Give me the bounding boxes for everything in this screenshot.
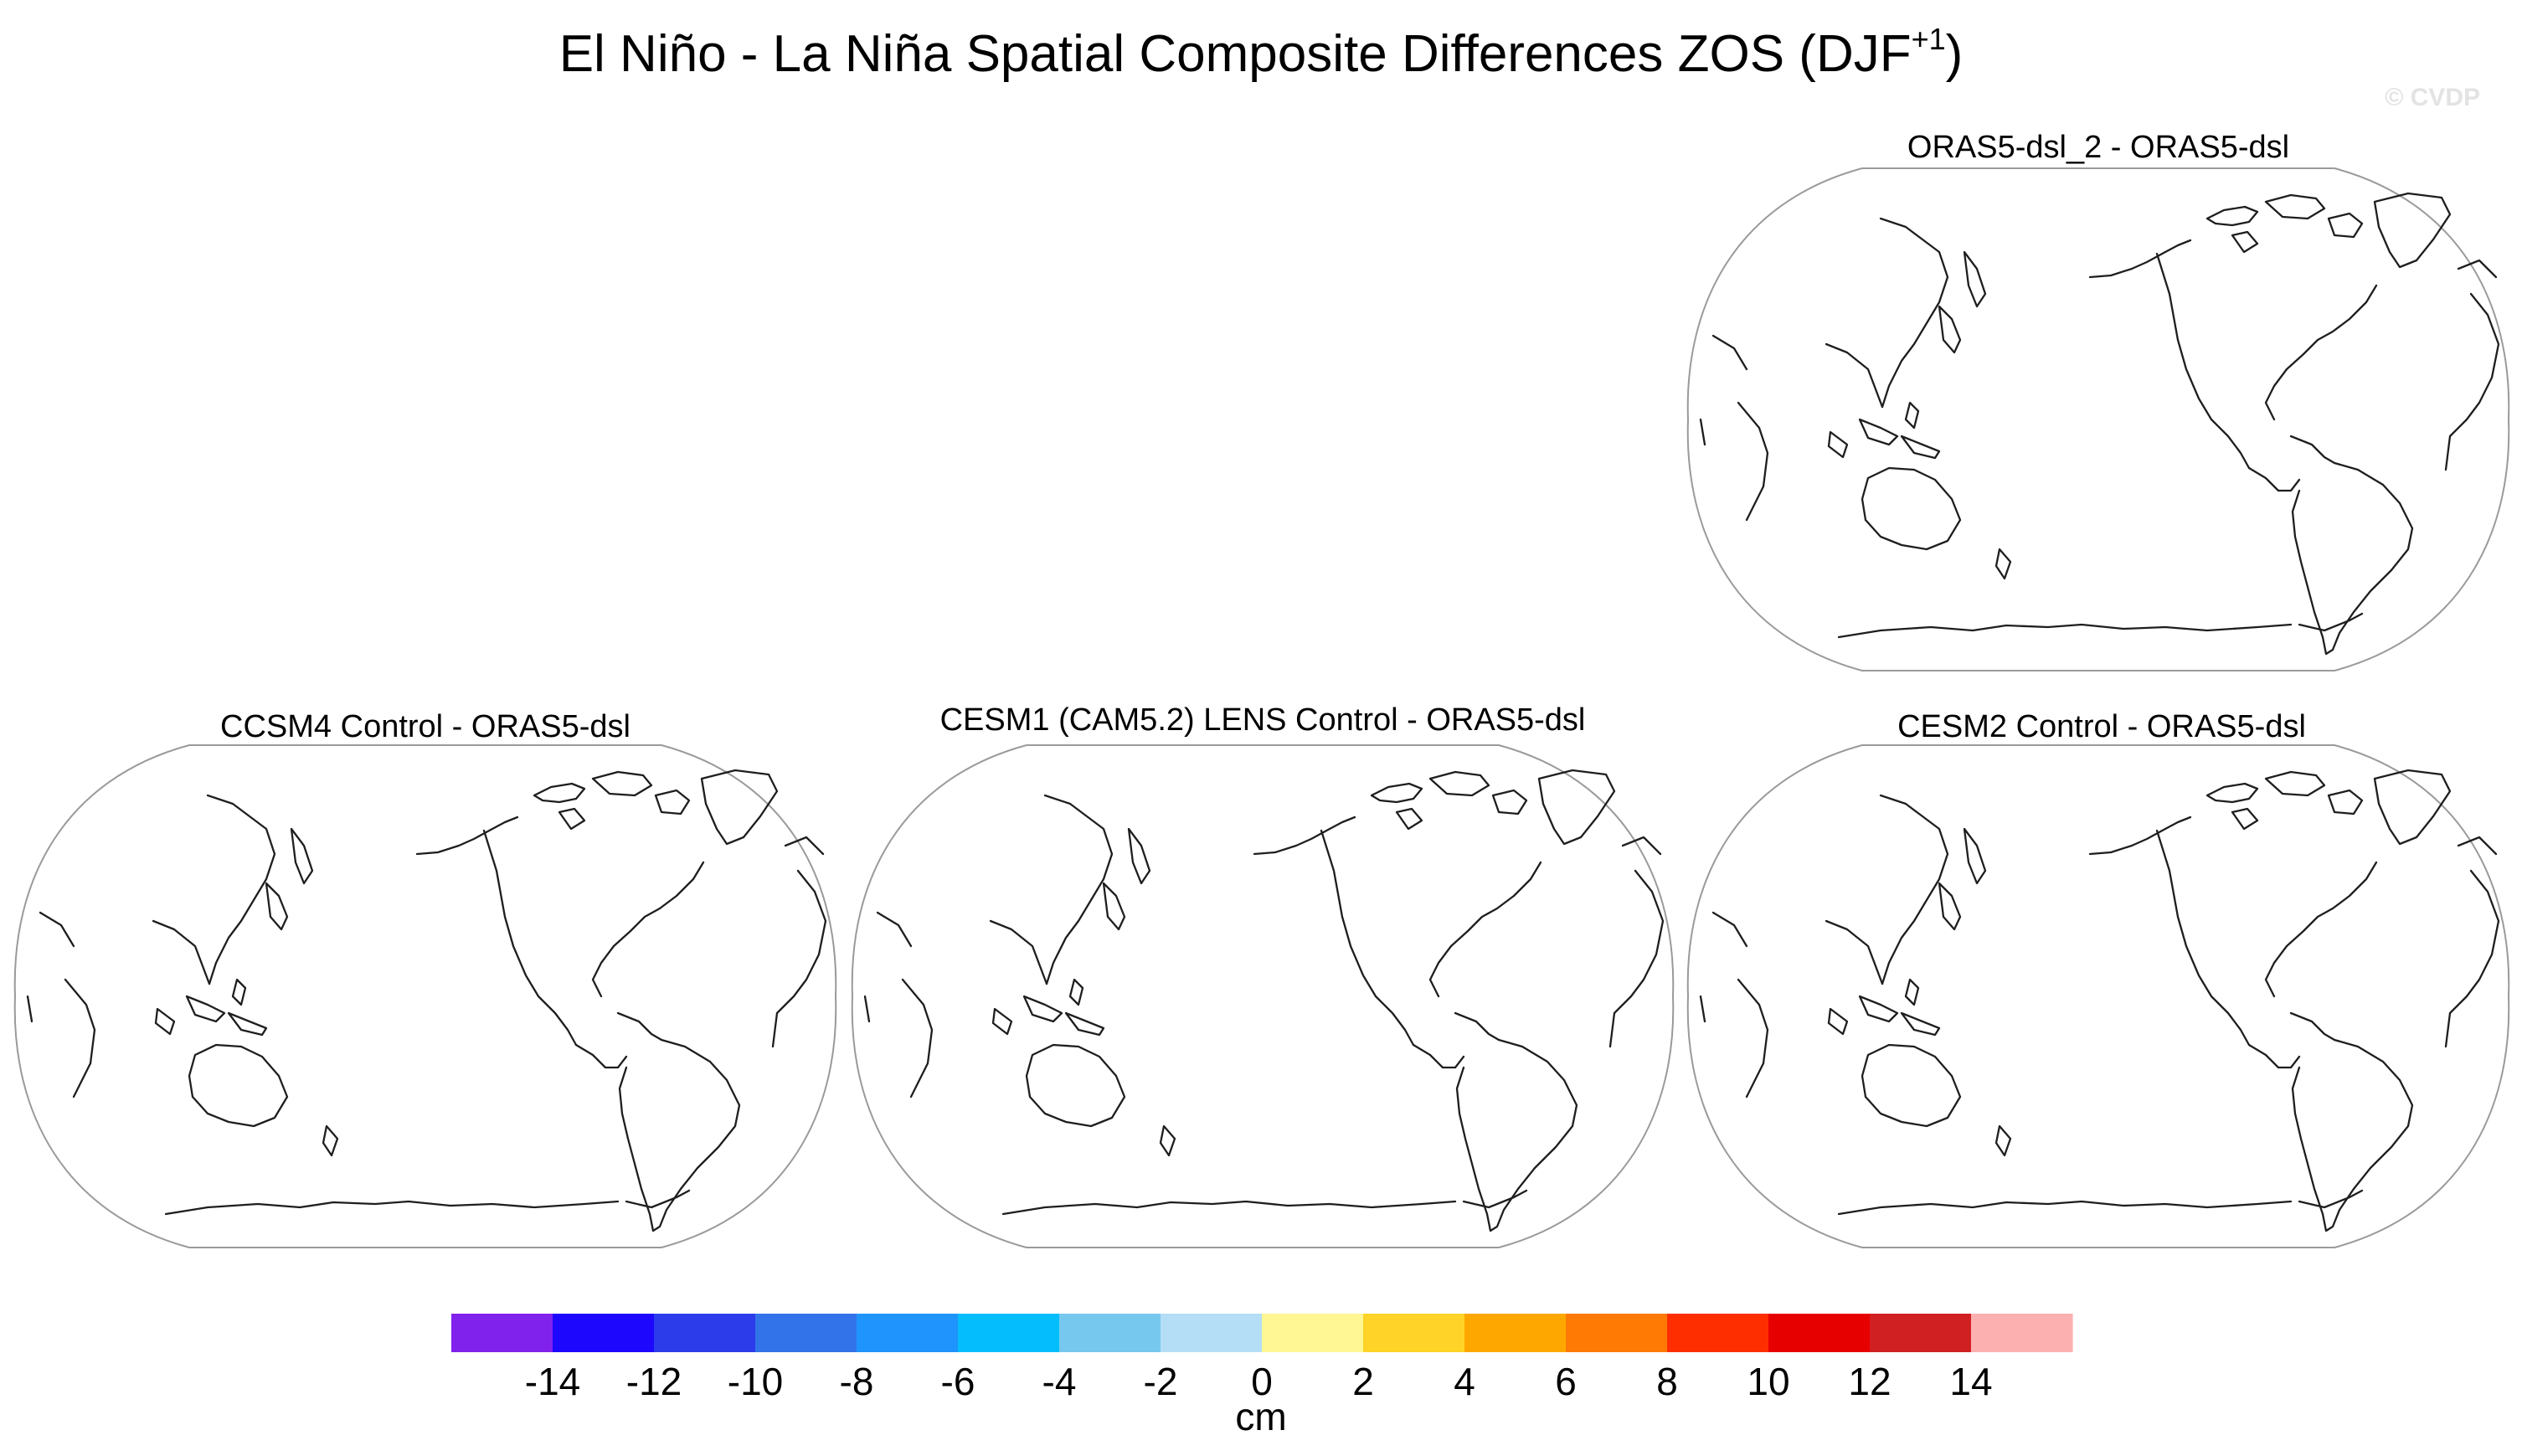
colorbar-tick-label: -12 bbox=[626, 1360, 682, 1403]
colorbar-box bbox=[553, 1314, 655, 1352]
colorbar-box bbox=[857, 1314, 959, 1352]
panel-title-ccsm4: CCSM4 Control - ORAS5-dsl bbox=[220, 709, 630, 744]
colorbar-tick-label: 6 bbox=[1555, 1360, 1577, 1403]
colorbar-box bbox=[1971, 1314, 2073, 1352]
colorbar-tick-label: 8 bbox=[1656, 1360, 1678, 1403]
colorbar-tick-labels: -14 -12 -10 -8 -6 -4 -2 0 2 4 6 8 10 12 14 bbox=[525, 1360, 1993, 1403]
colorbar-box bbox=[1059, 1314, 1161, 1352]
colorbar-tick-label: -4 bbox=[1042, 1360, 1077, 1403]
colorbar-units: cm bbox=[1235, 1395, 1286, 1438]
colorbar-box bbox=[1161, 1314, 1263, 1352]
colorbar-box bbox=[1768, 1314, 1871, 1352]
colorbar-box bbox=[1262, 1314, 1364, 1352]
colorbar bbox=[451, 1314, 2073, 1352]
panel-title-cesm2: CESM2 Control - ORAS5-dsl bbox=[1897, 709, 2306, 744]
colorbar-tick-label: -14 bbox=[525, 1360, 580, 1403]
map-outline bbox=[1686, 167, 2510, 671]
colorbar-box bbox=[654, 1314, 756, 1352]
map-outline bbox=[13, 744, 837, 1248]
map-outline bbox=[851, 744, 1675, 1248]
colorbar-box bbox=[451, 1314, 553, 1352]
map-panel-cesm2: CESM2 Control - ORAS5-dsl bbox=[1686, 709, 2510, 1248]
colorbar-tick-label: 12 bbox=[1848, 1360, 1891, 1403]
figure-title: El Niño - La Niña Spatial Composite Diff… bbox=[559, 22, 1964, 83]
map-panel-ccsm4: CCSM4 Control - ORAS5-dsl bbox=[13, 709, 837, 1248]
colorbar-tick-label: 4 bbox=[1454, 1360, 1475, 1403]
colorbar-box bbox=[1566, 1314, 1668, 1352]
colorbar-box bbox=[1363, 1314, 1465, 1352]
map-outline bbox=[1686, 744, 2510, 1248]
map-panel-orasdsl2: ORAS5-dsl_2 - ORAS5-dsl bbox=[1686, 130, 2510, 671]
colorbar-tick-label: -2 bbox=[1144, 1360, 1178, 1403]
panel-title-orasdsl2: ORAS5-dsl_2 - ORAS5-dsl bbox=[1907, 130, 2289, 165]
colorbar-tick-label: 10 bbox=[1747, 1360, 1789, 1403]
colorbar-box bbox=[1870, 1314, 1972, 1352]
colorbar-tick-label: 14 bbox=[1949, 1360, 1992, 1403]
panel-title-cesm1: CESM1 (CAM5.2) LENS Control - ORAS5-dsl bbox=[940, 702, 1586, 738]
map-panel-cesm1: CESM1 (CAM5.2) LENS Control - ORAS5-dsl bbox=[851, 702, 1675, 1248]
colorbar-tick-label: -8 bbox=[840, 1360, 874, 1403]
copyright-watermark: © CVDP bbox=[2385, 84, 2480, 111]
colorbar-box bbox=[1464, 1314, 1567, 1352]
colorbar-box bbox=[755, 1314, 857, 1352]
colorbar-tick-label: -6 bbox=[941, 1360, 975, 1403]
colorbar-box bbox=[1667, 1314, 1769, 1352]
colorbar-tick-label: 0 bbox=[1251, 1360, 1273, 1403]
colorbar-box bbox=[958, 1314, 1060, 1352]
colorbar-tick-label: 2 bbox=[1352, 1360, 1374, 1403]
colorbar-tick-label: -10 bbox=[728, 1360, 783, 1403]
